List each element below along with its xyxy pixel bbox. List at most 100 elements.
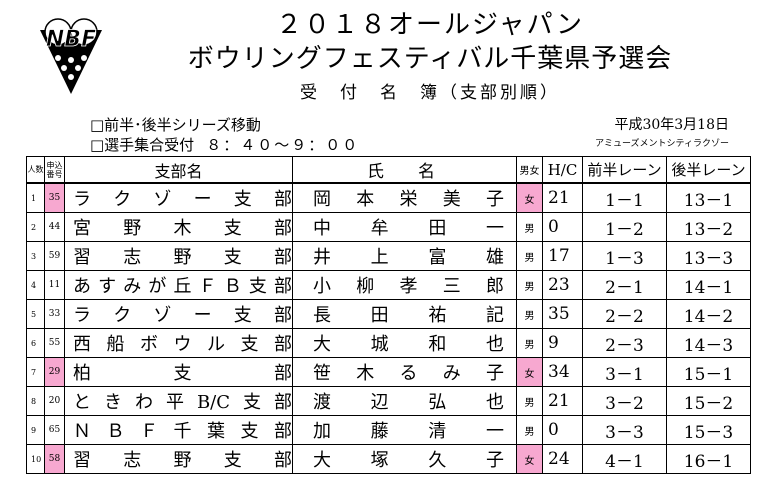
note-reception-label: □選手集合受付 bbox=[90, 136, 195, 154]
note-reception: □選手集合受付 ８：４０～９：００ bbox=[90, 134, 359, 155]
table-row: 7 29 柏支部 笹木るみ子女 34 3－1 15－1 bbox=[26, 357, 751, 387]
row-second-lane: 14－3 bbox=[666, 328, 751, 358]
row-gender: 女 bbox=[516, 357, 543, 387]
row-player-name: 中牟田一 bbox=[292, 212, 517, 242]
row-gender: 女 bbox=[516, 444, 543, 474]
row-branch: 宮野木支部 bbox=[64, 212, 293, 242]
table-row: 2 44 宮野木支部 中牟田一男 0 1－2 13－2 bbox=[26, 212, 751, 242]
row-branch: ラクゾー支部 bbox=[64, 182, 293, 213]
table-row: 9 65 ＮＢＦ千葉支部 加藤清一男 0 3－3 15－3 bbox=[26, 415, 751, 445]
row-branch-text: ときわ平B/C支部 bbox=[73, 392, 292, 413]
col-first-lane: 前半レーン bbox=[582, 156, 667, 184]
row-branch-text: ラクゾー支部 bbox=[73, 189, 292, 210]
row-index: 2 bbox=[26, 212, 45, 242]
row-player-name: 井上富雄 bbox=[292, 241, 517, 271]
row-player-name-text: 加藤清一 bbox=[313, 421, 504, 442]
row-entry-number: 29 bbox=[44, 357, 65, 387]
row-gender: 男 bbox=[516, 299, 543, 329]
row-index: 1 bbox=[26, 182, 45, 213]
row-entry-number: 58 bbox=[44, 444, 65, 474]
row-handicap: 0 bbox=[542, 212, 583, 242]
row-index: 9 bbox=[26, 415, 45, 445]
row-index: 5 bbox=[26, 299, 45, 329]
row-gender: 男 bbox=[516, 386, 543, 416]
row-player-name-text: 長田祐記 bbox=[313, 305, 504, 326]
row-second-lane: 14－1 bbox=[666, 270, 751, 300]
row-entry-number: 44 bbox=[44, 212, 65, 242]
table-row: 5 33 ラクゾー支部 長田祐記男 35 2－2 14－2 bbox=[26, 299, 751, 329]
row-branch-text: ＮＢＦ千葉支部 bbox=[73, 421, 292, 442]
row-branch: あすみが丘ＦＢ支部 bbox=[64, 270, 293, 300]
row-second-lane: 13－2 bbox=[666, 212, 751, 242]
row-first-lane: 1－3 bbox=[582, 241, 667, 271]
row-handicap: 24 bbox=[542, 444, 583, 474]
row-first-lane: 3－1 bbox=[582, 357, 667, 387]
row-first-lane: 3－2 bbox=[582, 386, 667, 416]
row-player-name: 渡辺弘也 bbox=[292, 386, 517, 416]
row-entry-number: 65 bbox=[44, 415, 65, 445]
row-first-lane: 2－2 bbox=[582, 299, 667, 329]
col-second-lane: 後半レーン bbox=[666, 156, 751, 184]
row-branch-text: 西船ボウル支部 bbox=[73, 334, 292, 355]
row-handicap: 21 bbox=[542, 386, 583, 416]
col-no: 申込番号 bbox=[44, 156, 65, 184]
table-row: 6 55 西船ボウル支部 大城和也男 9 2－3 14－3 bbox=[26, 328, 751, 358]
row-first-lane: 2－3 bbox=[582, 328, 667, 358]
event-date: 平成30年3月18日 bbox=[614, 117, 729, 133]
row-second-lane: 15－1 bbox=[666, 357, 751, 387]
row-entry-number: 33 bbox=[44, 299, 65, 329]
row-handicap: 34 bbox=[542, 357, 583, 387]
row-handicap: 35 bbox=[542, 299, 583, 329]
row-branch-text: 柏支部 bbox=[73, 363, 292, 384]
col-hc: H/C bbox=[542, 156, 583, 184]
col-idx: 人数 bbox=[26, 156, 45, 184]
row-player-name-text: 井上富雄 bbox=[313, 247, 504, 268]
row-player-name-text: 小柳孝三郎 bbox=[313, 276, 504, 297]
row-second-lane: 15－3 bbox=[666, 415, 751, 445]
row-handicap: 23 bbox=[542, 270, 583, 300]
row-index: 8 bbox=[26, 386, 45, 416]
note-series-move: □前半･後半シリーズ移動 bbox=[90, 116, 261, 134]
row-handicap: 9 bbox=[542, 328, 583, 358]
row-second-lane: 14－2 bbox=[666, 299, 751, 329]
row-player-name-text: 大城和也 bbox=[313, 334, 504, 355]
row-first-lane: 4－1 bbox=[582, 444, 667, 474]
row-gender: 男 bbox=[516, 415, 543, 445]
row-index: 6 bbox=[26, 328, 45, 358]
row-entry-number: 35 bbox=[44, 182, 65, 213]
row-handicap: 21 bbox=[542, 182, 583, 213]
table-row: 3 59 習志野支部 井上富雄男 17 1－3 13－3 bbox=[26, 241, 751, 271]
row-player-name-text: 岡本栄美子 bbox=[313, 189, 504, 210]
row-player-name: 長田祐記 bbox=[292, 299, 517, 329]
table-row: 8 20 ときわ平B/C支部 渡辺弘也男 21 3－2 15－2 bbox=[26, 386, 751, 416]
row-gender: 男 bbox=[516, 270, 543, 300]
row-branch: 西船ボウル支部 bbox=[64, 328, 293, 358]
col-person-b: 名 bbox=[418, 162, 435, 182]
row-player-name: 加藤清一 bbox=[292, 415, 517, 445]
row-second-lane: 16－1 bbox=[666, 444, 751, 474]
row-gender: 男 bbox=[516, 212, 543, 242]
logo-text: NBF bbox=[46, 27, 96, 52]
col-branch: 支部名 bbox=[64, 156, 293, 184]
row-branch: ときわ平B/C支部 bbox=[64, 386, 293, 416]
row-gender: 男 bbox=[516, 328, 543, 358]
table-row: 1 35 ラクゾー支部 岡本栄美子女 21 1－1 13－1 bbox=[26, 182, 751, 213]
row-player-name-text: 渡辺弘也 bbox=[313, 392, 504, 413]
row-first-lane: 2－1 bbox=[582, 270, 667, 300]
subtitle: 受 付 名 簿（支部別順） bbox=[300, 83, 560, 103]
row-branch: ラクゾー支部 bbox=[64, 299, 293, 329]
row-branch: 習志野支部 bbox=[64, 241, 293, 271]
row-index: 7 bbox=[26, 357, 45, 387]
row-branch-text: あすみが丘ＦＢ支部 bbox=[73, 276, 292, 297]
col-gender: 男女 bbox=[516, 156, 543, 184]
row-index: 4 bbox=[26, 270, 45, 300]
row-first-lane: 1－1 bbox=[582, 182, 667, 213]
row-branch-text: 習志野支部 bbox=[73, 450, 292, 471]
nbf-logo: NBF bbox=[40, 18, 102, 94]
row-branch-text: ラクゾー支部 bbox=[73, 305, 292, 326]
row-branch-text: 習志野支部 bbox=[73, 247, 292, 268]
row-first-lane: 1－2 bbox=[582, 212, 667, 242]
row-player-name: 笹木るみ子 bbox=[292, 357, 517, 387]
col-person: 氏名 bbox=[292, 156, 517, 184]
row-player-name: 大城和也 bbox=[292, 328, 517, 358]
